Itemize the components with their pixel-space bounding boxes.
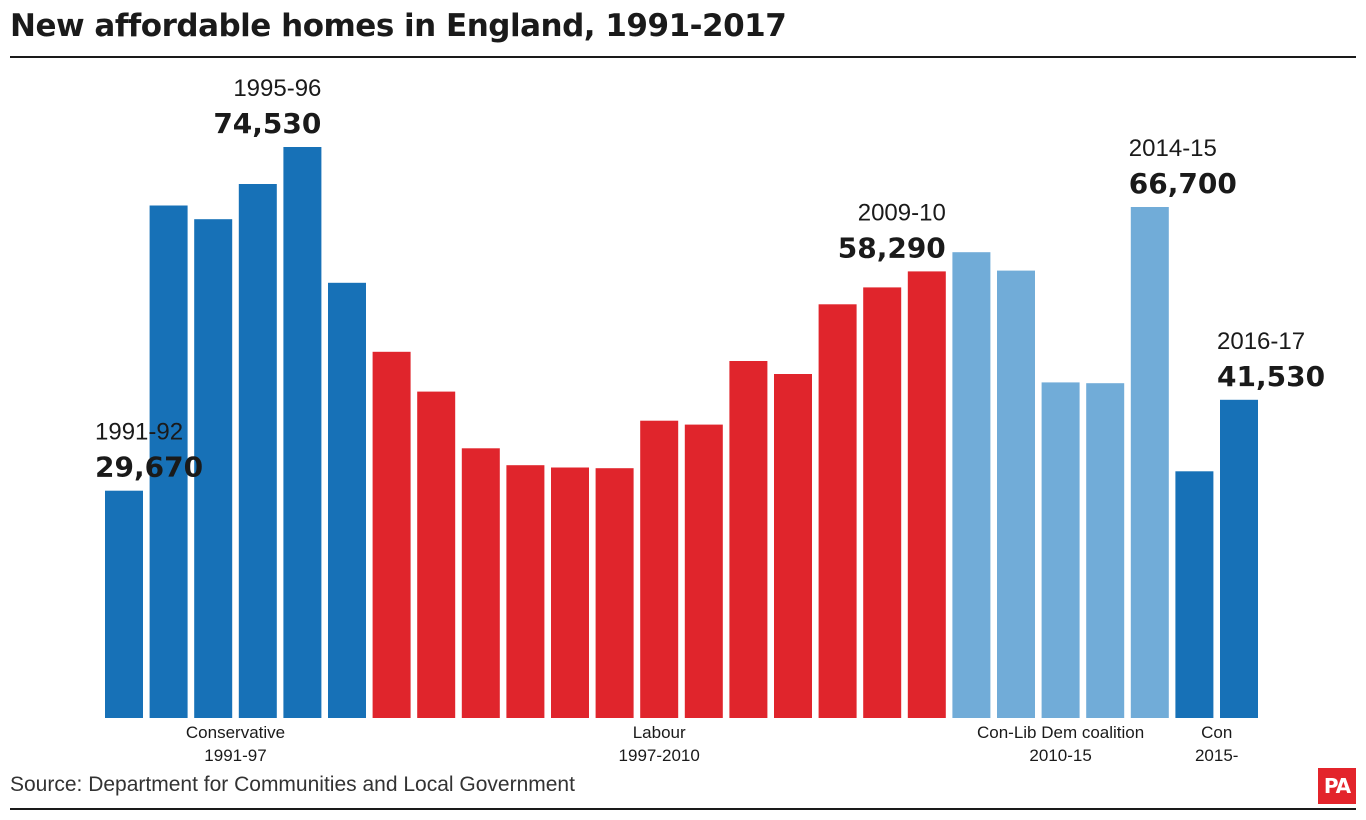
annotation-year-1991-92: 1991-92 xyxy=(95,419,183,446)
group-label-2-years: 2010-15 xyxy=(1029,746,1091,765)
bar-2010-11 xyxy=(952,252,991,718)
annotation-value-2009-10: 58,290 xyxy=(838,231,946,264)
group-label-2-name: Con-Lib Dem coalition xyxy=(977,723,1144,742)
bar-2003-04 xyxy=(640,420,679,718)
bar-2005-06 xyxy=(729,361,768,718)
annotation-year-2009-10: 2009-10 xyxy=(858,199,946,226)
pa-logo: PA xyxy=(1318,768,1356,804)
chart-title: New affordable homes in England, 1991-20… xyxy=(10,8,787,44)
group-labels-layer: Conservative 1991-97 Labour 1997-2010 Con-Li… xyxy=(186,723,1239,765)
annotation-value-2014-15: 66,700 xyxy=(1129,167,1237,200)
bar-2000-01 xyxy=(506,465,545,718)
group-label-0-name: Conservative xyxy=(186,723,285,742)
bar-1991-92 xyxy=(105,490,143,718)
bar-1992-93 xyxy=(149,205,188,718)
bar-1994-95 xyxy=(238,184,277,718)
bar-2014-15 xyxy=(1130,207,1169,718)
bar-1997-98 xyxy=(372,351,411,718)
bar-1998-99 xyxy=(417,391,456,718)
bar-2011-12 xyxy=(997,270,1035,718)
bar-chart: 1991-92 29,670 1995-96 74,530 2009-10 58,290 2… xyxy=(95,75,1325,765)
bar-2013-14 xyxy=(1086,383,1125,718)
bar-2009-10 xyxy=(907,271,946,718)
annotation-year-2016-17: 2016-17 xyxy=(1217,328,1305,355)
annotation-year-2014-15: 2014-15 xyxy=(1129,135,1217,162)
bar-2006-07 xyxy=(774,374,812,718)
title-rule xyxy=(10,56,1356,58)
bar-1995-96 xyxy=(283,147,322,718)
annotations-layer: 1991-92 29,670 1995-96 74,530 2009-10 58,290 2… xyxy=(95,75,1325,484)
bar-2015-16 xyxy=(1175,471,1214,718)
annotation-value-1991-92: 29,670 xyxy=(95,451,203,484)
bar-2008-09 xyxy=(863,287,902,718)
bar-2007-08 xyxy=(818,304,857,718)
bars-layer xyxy=(105,147,1258,718)
annotation-value-2016-17: 41,530 xyxy=(1217,360,1325,393)
source-note: Source: Department for Communities and L… xyxy=(10,773,575,796)
annotation-year-1995-96: 1995-96 xyxy=(233,75,321,102)
bar-2016-17 xyxy=(1220,399,1258,718)
bar-2002-03 xyxy=(595,468,634,718)
annotation-value-1995-96: 74,530 xyxy=(213,107,321,140)
bar-1996-97 xyxy=(328,282,366,718)
bar-2004-05 xyxy=(684,424,723,718)
group-label-3-name: Con xyxy=(1201,723,1232,742)
bar-1999-00 xyxy=(461,448,500,718)
group-label-1-name: Labour xyxy=(633,723,686,742)
bar-2001-02 xyxy=(551,467,589,718)
group-label-3-years: 2015- xyxy=(1195,746,1238,765)
footer-rule xyxy=(10,808,1356,810)
bar-2012-13 xyxy=(1041,382,1080,718)
group-label-0-years: 1991-97 xyxy=(204,746,266,765)
group-label-1-years: 1997-2010 xyxy=(619,746,700,765)
bar-1993-94 xyxy=(194,219,233,718)
